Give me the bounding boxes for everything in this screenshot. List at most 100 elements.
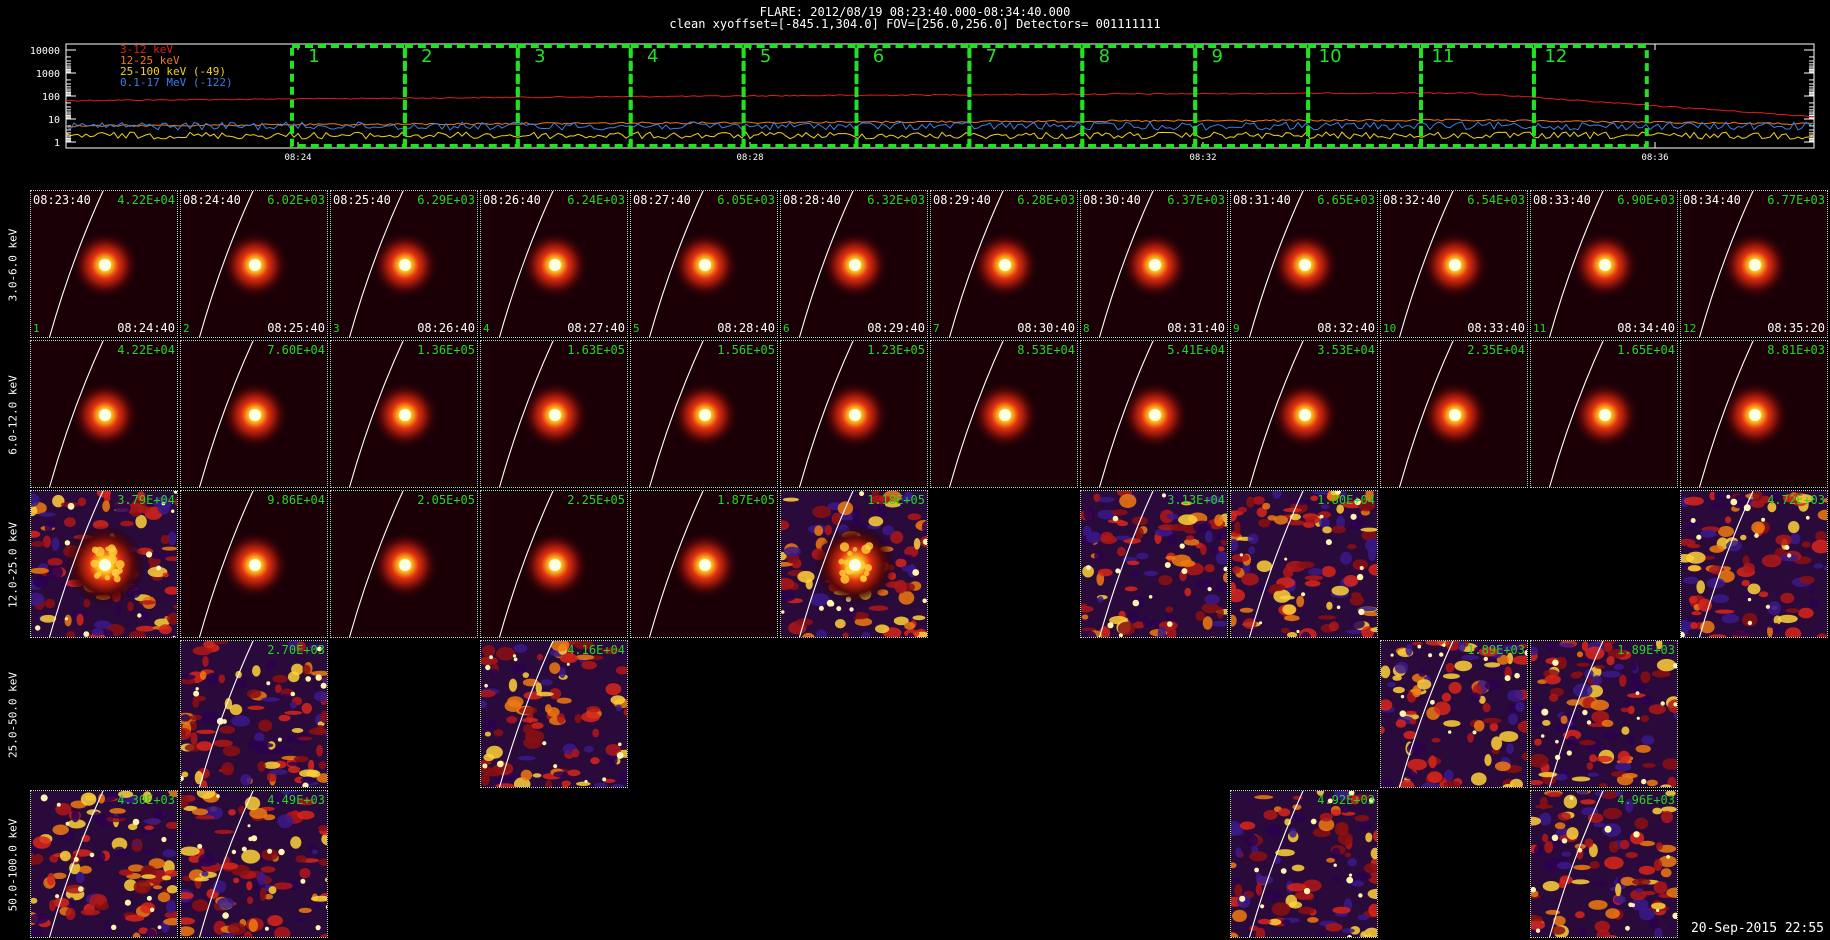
interval-start-time: 08:28:40 <box>783 193 841 207</box>
image-canvas <box>931 191 1077 337</box>
image-panel: 9.86E+04 <box>180 490 328 638</box>
image-max-value: 6.28E+03 <box>1017 193 1075 207</box>
solar-limb <box>199 491 254 637</box>
image-canvas <box>1231 341 1377 487</box>
interval-box <box>515 44 633 148</box>
y-tick-label: 1000 <box>36 69 60 80</box>
image-panel: 4.72E+03 <box>1680 490 1828 638</box>
interval-end-time: 08:29:40 <box>867 321 925 335</box>
solar-limb <box>799 191 854 337</box>
x-tick-label: 08:36 <box>1641 153 1668 163</box>
image-canvas <box>1081 341 1227 487</box>
interval-box <box>1080 44 1198 148</box>
solar-limb <box>799 341 854 487</box>
interval-box <box>967 44 1085 148</box>
image-canvas <box>781 191 927 337</box>
image-panel: 3.53E+04 <box>1230 340 1378 488</box>
image-panel: 3.13E+04 <box>1080 490 1228 638</box>
interval-end-time: 08:27:40 <box>567 321 625 335</box>
interval-end-time: 08:33:40 <box>1467 321 1525 335</box>
interval-box <box>1419 44 1536 148</box>
image-panel: 08:31:40 6.65E+03 9 08:32:40 <box>1230 190 1378 338</box>
solar-limb <box>1399 641 1454 787</box>
interval-label: 7 <box>986 46 997 67</box>
solar-limb <box>1549 641 1604 787</box>
y-tick-label: 10 <box>48 115 60 126</box>
image-max-value: 1.80E+04 <box>1317 493 1375 507</box>
y-tick-label: 100 <box>42 92 60 103</box>
interval-label: 3 <box>534 46 545 67</box>
image-canvas <box>331 191 477 337</box>
interval-box <box>1531 44 1649 148</box>
interval-index: 7 <box>933 322 940 335</box>
image-panel: 4.22E+04 <box>30 340 178 488</box>
solar-limb <box>1249 191 1304 337</box>
energy-band-text: 25.0-50.0 keV <box>6 671 20 759</box>
image-panel: 3.79E+04 <box>30 490 178 638</box>
interval-start-time: 08:27:40 <box>633 193 691 207</box>
interval-box <box>741 44 859 148</box>
image-panel: 4.92E+03 <box>1230 790 1378 938</box>
interval-index: 11 <box>1533 322 1547 335</box>
interval-box <box>402 44 520 148</box>
image-canvas <box>181 641 327 787</box>
interval-box <box>1306 44 1423 148</box>
interval-label: 1 <box>308 46 319 67</box>
interval-end-time: 08:26:40 <box>417 321 475 335</box>
image-panel: 1.23E+05 <box>780 340 928 488</box>
image-canvas <box>181 191 327 337</box>
image-panel: 1.56E+05 <box>630 340 778 488</box>
interval-label: 6 <box>873 46 884 67</box>
image-max-value: 1.89E+03 <box>1467 643 1525 657</box>
solar-limb <box>199 641 254 787</box>
interval-index: 5 <box>633 322 640 335</box>
solar-limb <box>199 341 254 487</box>
image-panel: 2.35E+04 <box>1380 340 1528 488</box>
solar-limb <box>499 491 554 637</box>
interval-index: 1 <box>33 322 40 335</box>
solar-limb <box>1249 791 1304 937</box>
image-panel: 4.16E+04 <box>480 640 628 788</box>
image-panel: 8.53E+04 <box>930 340 1078 488</box>
solar-limb <box>349 491 404 637</box>
image-canvas <box>1531 341 1677 487</box>
image-max-value: 4.96E+03 <box>1617 793 1675 807</box>
image-max-value: 1.18E+05 <box>867 493 925 507</box>
image-canvas <box>1381 641 1527 787</box>
image-canvas <box>1681 491 1827 637</box>
interval-index: 9 <box>1233 322 1240 335</box>
interval-end-time: 08:25:40 <box>267 321 325 335</box>
solar-limb <box>499 641 554 787</box>
interval-end-time: 08:24:40 <box>117 321 175 335</box>
image-canvas <box>31 341 177 487</box>
energy-band-text: 6.0-12.0 keV <box>6 375 20 455</box>
image-canvas <box>1231 191 1377 337</box>
solar-limb <box>1699 491 1754 637</box>
solar-limb <box>649 491 704 637</box>
interval-end-time: 08:34:40 <box>1617 321 1675 335</box>
image-canvas <box>931 341 1077 487</box>
image-max-value: 1.65E+04 <box>1617 343 1675 357</box>
image-max-value: 2.70E+03 <box>267 643 325 657</box>
image-max-value: 1.63E+05 <box>567 343 625 357</box>
x-tick-label: 08:28 <box>736 153 763 163</box>
interval-label: 5 <box>760 46 771 67</box>
legend-entry: 12-25 keV <box>120 54 180 67</box>
solar-limb <box>1399 341 1454 487</box>
image-canvas <box>631 341 777 487</box>
image-panel: 5.41E+04 <box>1080 340 1228 488</box>
solar-limb <box>1399 191 1454 337</box>
lightcurve-plot: 10000 1000 100 10 1 08:24 08:28 08:32 08:36 3-12 … <box>30 43 1815 163</box>
image-max-value: 1.56E+05 <box>717 343 775 357</box>
legend-entry: 0.1-17 MeV (-122) <box>120 76 233 89</box>
interval-label: 11 <box>1432 46 1455 67</box>
image-canvas <box>181 491 327 637</box>
image-canvas <box>1231 791 1377 937</box>
image-max-value: 4.22E+04 <box>117 193 175 207</box>
interval-label: 10 <box>1319 46 1342 67</box>
interval-start-time: 08:29:40 <box>933 193 991 207</box>
image-panel: 1.89E+03 <box>1530 640 1678 788</box>
interval-index: 2 <box>183 322 190 335</box>
image-panel: 08:34:40 6.77E+03 12 08:35:20 <box>1680 190 1828 338</box>
image-max-value: 6.54E+03 <box>1467 193 1525 207</box>
